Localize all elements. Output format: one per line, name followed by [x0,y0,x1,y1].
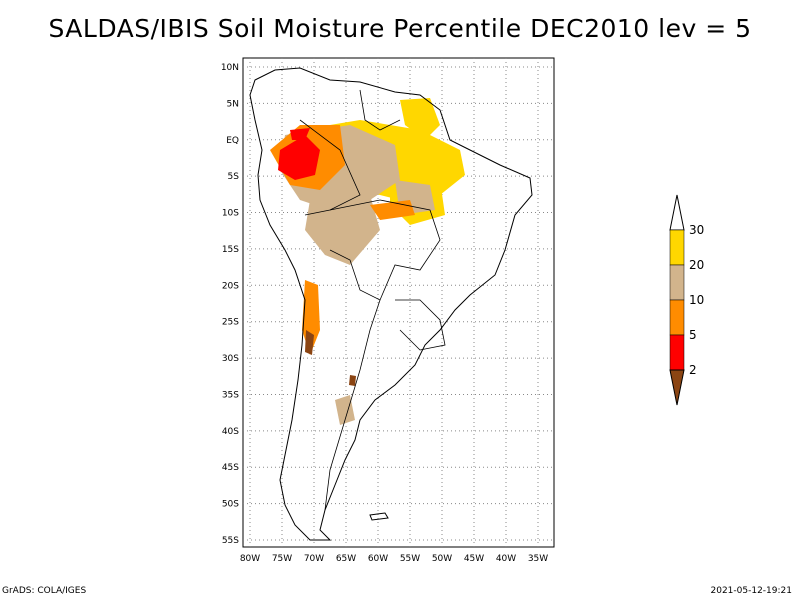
lat-tick-label: EQ [226,136,239,146]
lon-tick-label: 35W [528,554,548,564]
lon-tick-label: 70W [304,554,324,564]
colorbar-bottom-arrow [669,369,685,406]
lon-tick-label: 75W [272,554,292,564]
lon-tick-label: 45W [464,554,484,564]
border-line [395,299,446,351]
lat-tick-label: 20S [222,281,239,291]
latitude-labels: 10N 5N EQ 5S 10S 15S 20S 25S 30S 35S 40S 45S 50S 55S [221,63,239,546]
lat-tick-label: 10S [222,209,239,219]
shade-2-5-northwest [278,135,320,180]
border-line [324,299,381,511]
colorbar-level-label: 5 [689,328,697,342]
lon-tick-label: 80W [240,554,260,564]
footer-timestamp: 2021-05-12-19:21 [710,586,793,596]
colorbar-level-label: 30 [689,223,704,237]
south-america-coastline [249,67,533,541]
percentile-shading [270,98,465,425]
lon-tick-label: 40W [496,554,516,564]
falkland-islands [369,512,389,521]
country-borders [299,89,446,511]
colorbar-segment-10-20 [669,264,685,301]
colorbar-top-arrow [669,194,685,231]
longitude-labels: 80W 75W 70W 65W 60W 55W 50W 45W 40W 35W [240,554,548,564]
shade-20-30-northeast [400,98,440,140]
colorbar-level-label: 20 [689,258,704,272]
lon-tick-label: 65W [336,554,356,564]
colorbar-segment-5-10 [669,299,685,336]
border-line [329,199,441,301]
lat-tick-label: 40S [222,427,239,437]
lon-tick-label: 50W [432,554,452,564]
footer-credit: GrADS: COLA/IGES [2,586,87,596]
lon-tick-label: 60W [368,554,388,564]
colorbar-segment-2-5 [669,334,685,371]
border-line [299,119,361,216]
shade-below-2-argentina [349,375,356,386]
lat-tick-label: 30S [222,354,239,364]
colorbar-level-label: 10 [689,293,704,307]
map-title: SALDAS/IBIS Soil Moisture Percentile DEC… [48,14,752,43]
lat-tick-label: 10N [221,63,239,73]
lat-tick-label: 25S [222,318,239,328]
shade-below-2-chile [305,330,314,355]
lat-tick-label: 15S [222,245,239,255]
lat-tick-label: 55S [222,536,239,546]
lat-tick-label: 45S [222,463,239,473]
colorbar: 2 5 10 20 30 [669,194,704,406]
lat-tick-label: 5S [228,172,240,182]
colorbar-segment-20-30 [669,229,685,266]
shade-2-5-north [290,128,310,140]
colorbar-level-label: 2 [689,363,697,377]
shade-10-20-south-amazon [305,195,380,265]
lat-tick-label: 50S [222,500,239,510]
lon-tick-label: 55W [400,554,420,564]
lat-tick-label: 35S [222,390,239,400]
border-line [359,89,401,131]
lat-tick-label: 5N [227,99,239,109]
